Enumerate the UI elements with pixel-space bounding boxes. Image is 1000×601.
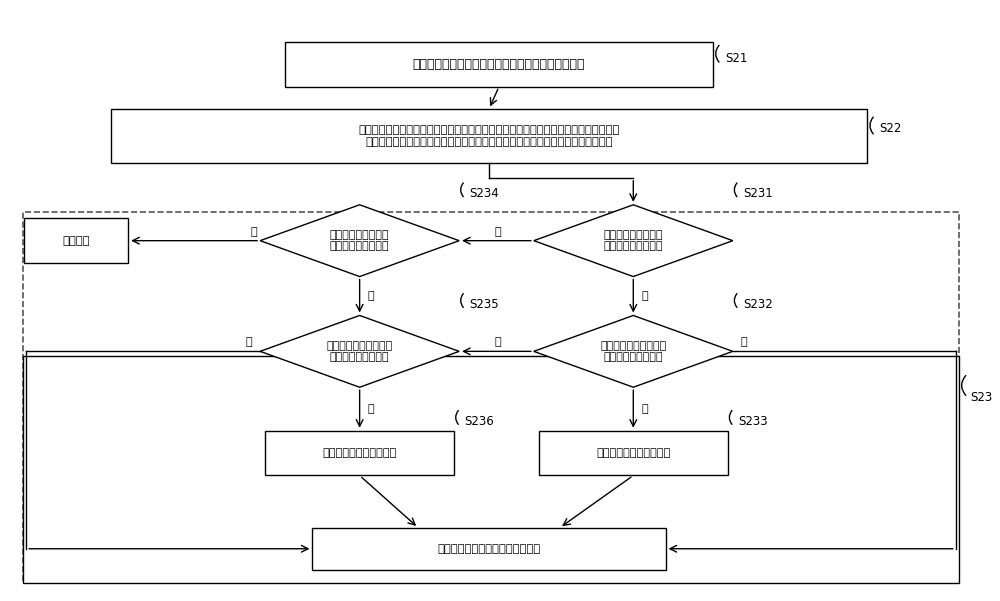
- Text: 否: 否: [250, 227, 257, 237]
- Text: S235: S235: [469, 297, 499, 311]
- Bar: [23, 356, 959, 583]
- Polygon shape: [534, 316, 733, 387]
- Polygon shape: [260, 205, 459, 276]
- FancyBboxPatch shape: [539, 430, 728, 475]
- Text: 是: 是: [641, 404, 648, 414]
- Text: 否: 否: [495, 227, 501, 237]
- Text: S21: S21: [725, 52, 747, 65]
- FancyBboxPatch shape: [111, 109, 867, 163]
- Text: 基于当前检测角度以及电子门关门状态对应的标定角度，确定电子门的角度变化值以及
角度变化值的变化方向，其中，角度变化值的变化方向包括增大方向以及减小方向: 基于当前检测角度以及电子门关门状态对应的标定角度，确定电子门的角度变化值以及 角…: [358, 125, 620, 147]
- Polygon shape: [260, 316, 459, 387]
- Text: S236: S236: [464, 415, 494, 428]
- Text: S232: S232: [743, 297, 773, 311]
- Text: S231: S231: [743, 187, 773, 200]
- FancyBboxPatch shape: [265, 430, 454, 475]
- Text: 判定电子门处于开门状态: 判定电子门处于开门状态: [596, 448, 670, 458]
- Text: 是: 是: [368, 404, 374, 414]
- Polygon shape: [534, 205, 733, 276]
- Text: 当检测到电子门运动时，获取电子门的当前检测角度: 当检测到电子门运动时，获取电子门的当前检测角度: [413, 58, 585, 71]
- Text: 判断角度变化值的变化
方向是否为增大方向: 判断角度变化值的变化 方向是否为增大方向: [600, 341, 666, 362]
- Text: 否: 否: [495, 337, 501, 347]
- Text: 否: 否: [246, 337, 252, 347]
- Text: 判断角度变化值的变化
方向是否为减小方向: 判断角度变化值的变化 方向是否为减小方向: [327, 341, 393, 362]
- Text: 是: 是: [368, 291, 374, 301]
- Text: 是: 是: [641, 291, 648, 301]
- FancyBboxPatch shape: [312, 528, 666, 570]
- Text: S234: S234: [469, 187, 499, 200]
- Text: 其他操作: 其他操作: [62, 236, 90, 246]
- Text: S23: S23: [971, 391, 993, 404]
- Text: 判定电子门处于关门状态: 判定电子门处于关门状态: [323, 448, 397, 458]
- Text: 判断角度变化值是否
大于第一预设角度值: 判断角度变化值是否 大于第一预设角度值: [603, 230, 663, 251]
- FancyBboxPatch shape: [24, 218, 128, 263]
- Text: 判断角度变化值是否
小于第二预设角度值: 判断角度变化值是否 小于第二预设角度值: [330, 230, 389, 251]
- Text: 修正标定角度，执行原始判定方式: 修正标定角度，执行原始判定方式: [437, 544, 541, 554]
- FancyBboxPatch shape: [285, 41, 713, 87]
- Text: S22: S22: [879, 123, 901, 135]
- Bar: [23, 212, 959, 583]
- Text: S233: S233: [738, 415, 767, 428]
- Text: 否: 否: [741, 337, 747, 347]
